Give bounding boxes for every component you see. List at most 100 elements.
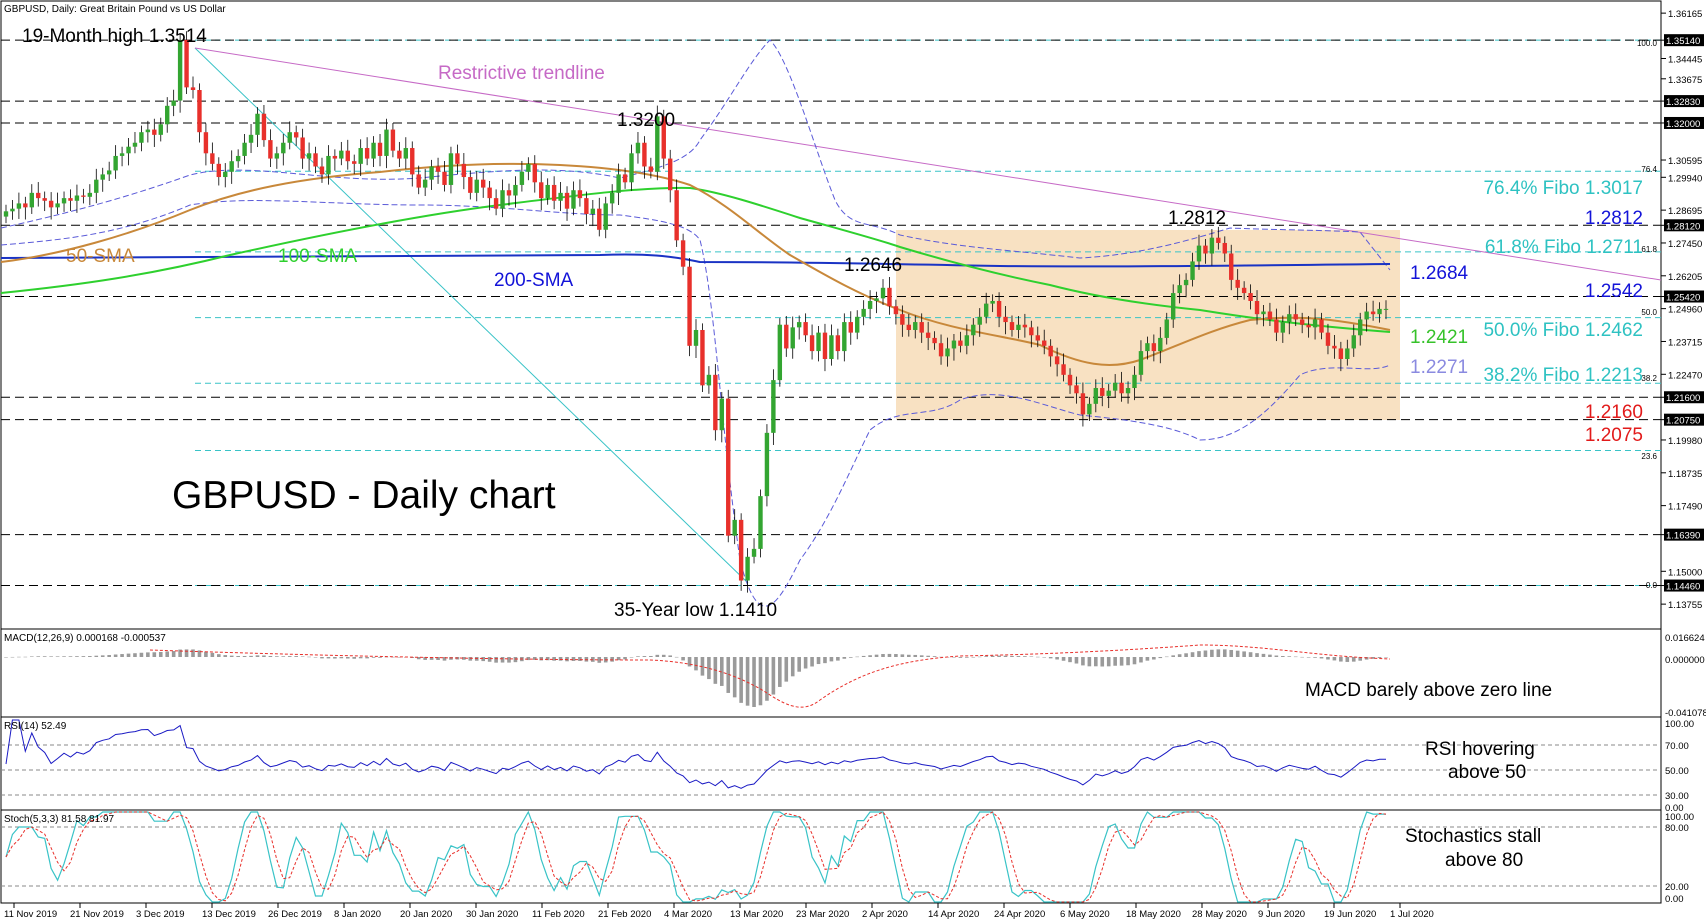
candle-body-28 [184, 39, 189, 88]
macd-bar-64 [416, 657, 421, 660]
candle-body-0 [3, 211, 9, 217]
macd-bar-7 [49, 656, 53, 657]
candle-body-197 [1274, 319, 1279, 333]
candle-body-66 [429, 166, 434, 180]
macd-bar-187 [1210, 649, 1214, 657]
macd-bar-26 [171, 651, 176, 657]
macd-bar-152 [984, 656, 988, 657]
macd-bar-4 [29, 656, 34, 657]
macd-bar-190 [1229, 649, 1234, 657]
sma200-line [0, 253, 1391, 268]
candle-body-196 [1267, 311, 1273, 320]
label-35-year-low: 35-Year low 1.1410 [614, 600, 777, 621]
candle-body-59 [384, 129, 389, 156]
candle-body-21 [139, 132, 144, 143]
price-tick-highlight-16 [1664, 391, 1704, 404]
candle-body-184 [1190, 261, 1195, 280]
macd-bar-183 [1184, 653, 1188, 657]
macd-bar-161 [1042, 657, 1047, 658]
candle-body-142 [919, 322, 924, 333]
macd-bar-207 [1339, 657, 1343, 662]
candle-body-117 [758, 496, 763, 549]
fib-pct-0: 0.0 [1646, 581, 1658, 590]
macd-bar-142 [919, 655, 924, 657]
macd-bar-191 [1235, 650, 1240, 657]
candle-body-114 [738, 519, 744, 581]
candle-body-2 [16, 203, 22, 209]
candle-body-44 [287, 132, 292, 143]
candle-body-145 [938, 343, 944, 357]
macd-bar-155 [1003, 655, 1008, 657]
date-tick-label-1: 21 Nov 2019 [70, 909, 124, 919]
macd-bar-104 [674, 656, 679, 658]
candle-body-75 [487, 187, 492, 199]
macd-histogram [4, 649, 1388, 707]
macd-bar-198 [1281, 656, 1285, 657]
macd-header: MACD(12,26,9) 0.000168 -0.000537 [4, 633, 166, 644]
date-tick-label-14: 14 Apr 2020 [928, 909, 979, 919]
label-level-1-2271: 1.2271 [1410, 357, 1468, 378]
macd-bar-25 [165, 651, 170, 657]
candle-body-67 [435, 166, 441, 172]
macd-bar-158 [1023, 656, 1027, 657]
macd-bar-92 [597, 657, 602, 663]
macd-bar-106 [687, 657, 692, 667]
macd-bar-37 [242, 655, 247, 657]
macd-bar-29 [191, 649, 195, 657]
macd-bar-156 [1010, 655, 1014, 657]
candle-body-166 [1074, 385, 1079, 394]
candle-body-50 [326, 155, 331, 175]
candle-body-27 [177, 39, 183, 101]
candle-body-18 [119, 153, 125, 156]
macd-bar-57 [371, 657, 376, 658]
price-tick-label-1: 1.35140 [1666, 36, 1700, 47]
macd-bar-34 [223, 655, 228, 657]
candle-body-52 [339, 150, 344, 159]
candle-body-101 [655, 116, 660, 172]
macd-bar-100 [649, 655, 653, 657]
macd-bar-24 [158, 651, 163, 657]
restrictive-trendline [194, 47, 1662, 281]
rsi-axis-30: 30.00 [1665, 791, 1689, 802]
candle-body-1 [10, 208, 15, 212]
candle-body-16 [106, 170, 112, 175]
candle-body-5 [36, 192, 41, 199]
candle-body-194 [1254, 300, 1260, 315]
macd-bar-197 [1274, 655, 1279, 657]
macd-bar-193 [1248, 652, 1253, 657]
candle-body-4 [29, 192, 34, 208]
price-tick-highlight-23 [1664, 579, 1704, 592]
candle-body-203 [1312, 319, 1318, 328]
rsi-header: RSI(14) 52.49 [4, 721, 67, 732]
price-axis: 1.36165 1.35140 1.34445 1.33675 1.32830 1.320… [1661, 9, 1704, 611]
candle-body-62 [403, 148, 409, 159]
macd-bar-23 [152, 652, 157, 657]
macd-bar-46 [300, 656, 305, 658]
macd-bar-76 [494, 657, 498, 663]
rsi-panel-frame [0, 716, 1662, 811]
candle-body-160 [1035, 335, 1040, 341]
macd-bar-20 [133, 653, 137, 657]
price-tick-label-14: 1.23715 [1668, 337, 1702, 348]
macd-bar-167 [1081, 657, 1085, 666]
date-tick-label-3: 13 Dec 2019 [202, 909, 256, 919]
candle-body-14 [94, 179, 99, 193]
macd-bar-44 [287, 656, 292, 657]
candle-body-182 [1177, 285, 1182, 294]
macd-bar-168 [1087, 657, 1092, 667]
macd-bar-86 [558, 657, 563, 661]
horizontal-levels [1, 39, 1661, 587]
macd-bar-185 [1197, 651, 1201, 657]
candle-body-93 [603, 203, 608, 230]
candle-body-140 [906, 324, 912, 330]
macd-bar-204 [1319, 657, 1324, 659]
macd-bar-148 [958, 657, 963, 658]
macd-bar-184 [1190, 652, 1195, 657]
macd-bar-18 [120, 654, 124, 657]
macd-bar-19 [126, 653, 131, 657]
macd-bar-144 [932, 656, 937, 657]
macd-bar-15 [100, 655, 105, 657]
candle-body-187 [1209, 237, 1215, 254]
candle-body-129 [835, 335, 841, 352]
